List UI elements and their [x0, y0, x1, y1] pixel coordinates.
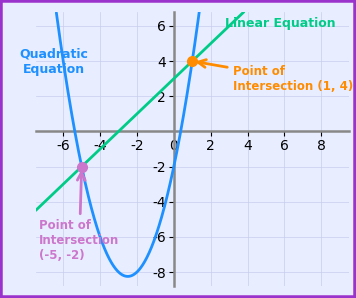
Text: Quadratic
Equation: Quadratic Equation [20, 47, 88, 76]
Text: Linear Equation: Linear Equation [225, 17, 336, 30]
Text: Point of
Intersection (1, 4): Point of Intersection (1, 4) [198, 60, 353, 93]
Text: Point of
Intersection
(-5, -2): Point of Intersection (-5, -2) [39, 173, 120, 262]
